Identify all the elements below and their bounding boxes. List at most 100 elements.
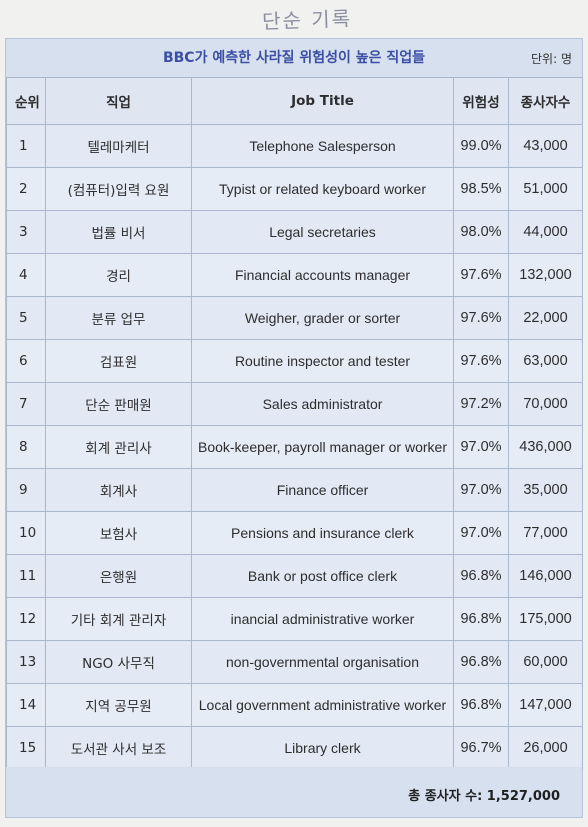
cell-job-title: non-governmental organisation	[191, 640, 454, 684]
cell-rank: 2	[6, 167, 46, 211]
cell-risk: 97.0%	[453, 511, 509, 555]
table-row: 13 NGO 사무직 non-governmental organisation 96…	[6, 640, 583, 684]
cell-workers: 146,000	[508, 554, 583, 598]
cell-risk: 97.6%	[453, 296, 509, 340]
cell-job-title: Telephone Salesperson	[191, 124, 454, 168]
cell-job-title: Finance officer	[191, 468, 454, 512]
total-bar: 총 종사자 수: 1,527,000	[6, 767, 582, 817]
table-row: 2 (컴퓨터)입력 요원 Typist or related keyboard wo…	[6, 167, 583, 211]
cell-workers: 51,000	[508, 167, 583, 211]
cell-job-title: Sales administrator	[191, 382, 454, 426]
cell-job-ko: 지역 공무원	[45, 683, 192, 727]
cell-risk: 96.8%	[453, 597, 509, 641]
table-row: 4 경리 Financial accounts manager 97.6% 132,00…	[6, 253, 583, 297]
header-job-en: Job Title	[191, 77, 454, 125]
cell-job-ko: 분류 업무	[45, 296, 192, 340]
cell-risk: 97.0%	[453, 468, 509, 512]
cell-job-title: Routine inspector and tester	[191, 339, 454, 383]
cell-job-ko: 회계 관리사	[45, 425, 192, 469]
cell-job-title: Library clerk	[191, 726, 454, 770]
cell-risk: 98.5%	[453, 167, 509, 211]
cell-risk: 96.8%	[453, 640, 509, 684]
cell-rank: 11	[6, 554, 46, 598]
table-row: 11 은행원 Bank or post office clerk 96.8% 146,0…	[6, 554, 583, 598]
cell-rank: 10	[6, 511, 46, 555]
cell-risk: 96.7%	[453, 726, 509, 770]
table-row: 3 법률 비서 Legal secretaries 98.0% 44,000	[6, 210, 583, 254]
cell-workers: 77,000	[508, 511, 583, 555]
cell-rank: 6	[6, 339, 46, 383]
table-row: 15 도서관 사서 보조 Library clerk 96.7% 26,000	[6, 726, 583, 770]
table-body: 1 텔레마케터 Telephone Salesperson 99.0% 43,000 2(…	[6, 124, 583, 770]
cell-risk: 96.8%	[453, 554, 509, 598]
cell-risk: 98.0%	[453, 210, 509, 254]
cell-job-ko: 경리	[45, 253, 192, 297]
cell-job-ko: (컴퓨터)입력 요원	[45, 167, 192, 211]
cell-job-ko: 기타 회계 관리자	[45, 597, 192, 641]
cell-job-title: Pensions and insurance clerk	[191, 511, 454, 555]
table-row: 10 보험사 Pensions and insurance clerk 97.0% 77…	[6, 511, 583, 555]
cell-rank: 7	[6, 382, 46, 426]
cell-workers: 436,000	[508, 425, 583, 469]
cell-job-ko: 단순 판매원	[45, 382, 192, 426]
cell-rank: 4	[6, 253, 46, 297]
cell-rank: 9	[6, 468, 46, 512]
cell-rank: 15	[6, 726, 46, 770]
handwritten-note: 단순 기록	[261, 6, 353, 34]
cell-risk: 97.0%	[453, 425, 509, 469]
title-bar: BBC가 예측한 사라질 위험성이 높은 직업들 단위: 명	[6, 39, 582, 78]
cell-job-title: Legal secretaries	[191, 210, 454, 254]
cell-workers: 22,000	[508, 296, 583, 340]
cell-risk: 97.2%	[453, 382, 509, 426]
cell-job-ko: 보험사	[45, 511, 192, 555]
table-row: 9 회계사 Finance officer 97.0% 35,000	[6, 468, 583, 512]
header-risk: 위험성	[453, 77, 509, 125]
job-risk-table: 순위 직업 Job Title 위험성 종사자수 1 텔레마케터 Telephone…	[6, 77, 583, 770]
cell-workers: 35,000	[508, 468, 583, 512]
cell-workers: 70,000	[508, 382, 583, 426]
header-rank: 순위	[6, 77, 46, 125]
table-header-row: 순위 직업 Job Title 위험성 종사자수	[6, 77, 583, 125]
cell-job-title: Financial accounts manager	[191, 253, 454, 297]
cell-risk: 96.8%	[453, 683, 509, 727]
cell-risk: 99.0%	[453, 124, 509, 168]
cell-job-ko: 법률 비서	[45, 210, 192, 254]
cell-job-ko: NGO 사무직	[45, 640, 192, 684]
table-row: 1 텔레마케터 Telephone Salesperson 99.0% 43,000	[6, 124, 583, 168]
table-row: 8 회계 관리사 Book-keeper, payroll manager or w…	[6, 425, 583, 469]
table-row: 12 기타 회계 관리자 inancial administrative worke…	[6, 597, 583, 641]
unit-label: 단위: 명	[531, 52, 572, 66]
cell-workers: 147,000	[508, 683, 583, 727]
table-title: BBC가 예측한 사라질 위험성이 높은 직업들	[162, 50, 426, 66]
cell-job-title: inancial administrative worker	[191, 597, 454, 641]
cell-rank: 12	[6, 597, 46, 641]
cell-job-title: Weigher, grader or sorter	[191, 296, 454, 340]
cell-job-ko: 은행원	[45, 554, 192, 598]
cell-job-title: Bank or post office clerk	[191, 554, 454, 598]
table-row: 5 분류 업무 Weigher, grader or sorter 97.6% 22,0…	[6, 296, 583, 340]
cell-job-ko: 텔레마케터	[45, 124, 192, 168]
table-row: 6 검표원 Routine inspector and tester 97.6% 63,…	[6, 339, 583, 383]
table-row: 7 단순 판매원 Sales administrator 97.2% 70,000	[6, 382, 583, 426]
cell-rank: 3	[6, 210, 46, 254]
cell-rank: 8	[6, 425, 46, 469]
cell-workers: 44,000	[508, 210, 583, 254]
cell-workers: 60,000	[508, 640, 583, 684]
cell-rank: 13	[6, 640, 46, 684]
cell-rank: 14	[6, 683, 46, 727]
cell-job-ko: 검표원	[45, 339, 192, 383]
cell-workers: 175,000	[508, 597, 583, 641]
table-row: 14 지역 공무원 Local government administrative …	[6, 683, 583, 727]
job-risk-table-card: BBC가 예측한 사라질 위험성이 높은 직업들 단위: 명 순위 직업 Job…	[5, 38, 583, 818]
total-workers: 총 종사자 수: 1,527,000	[408, 789, 560, 804]
cell-risk: 97.6%	[453, 253, 509, 297]
cell-job-title: Book-keeper, payroll manager or worker	[191, 425, 454, 469]
cell-rank: 5	[6, 296, 46, 340]
cell-workers: 63,000	[508, 339, 583, 383]
cell-job-ko: 회계사	[45, 468, 192, 512]
cell-job-title: Typist or related keyboard worker	[191, 167, 454, 211]
cell-rank: 1	[6, 124, 46, 168]
cell-workers: 26,000	[508, 726, 583, 770]
header-workers: 종사자수	[508, 77, 583, 125]
cell-workers: 43,000	[508, 124, 583, 168]
